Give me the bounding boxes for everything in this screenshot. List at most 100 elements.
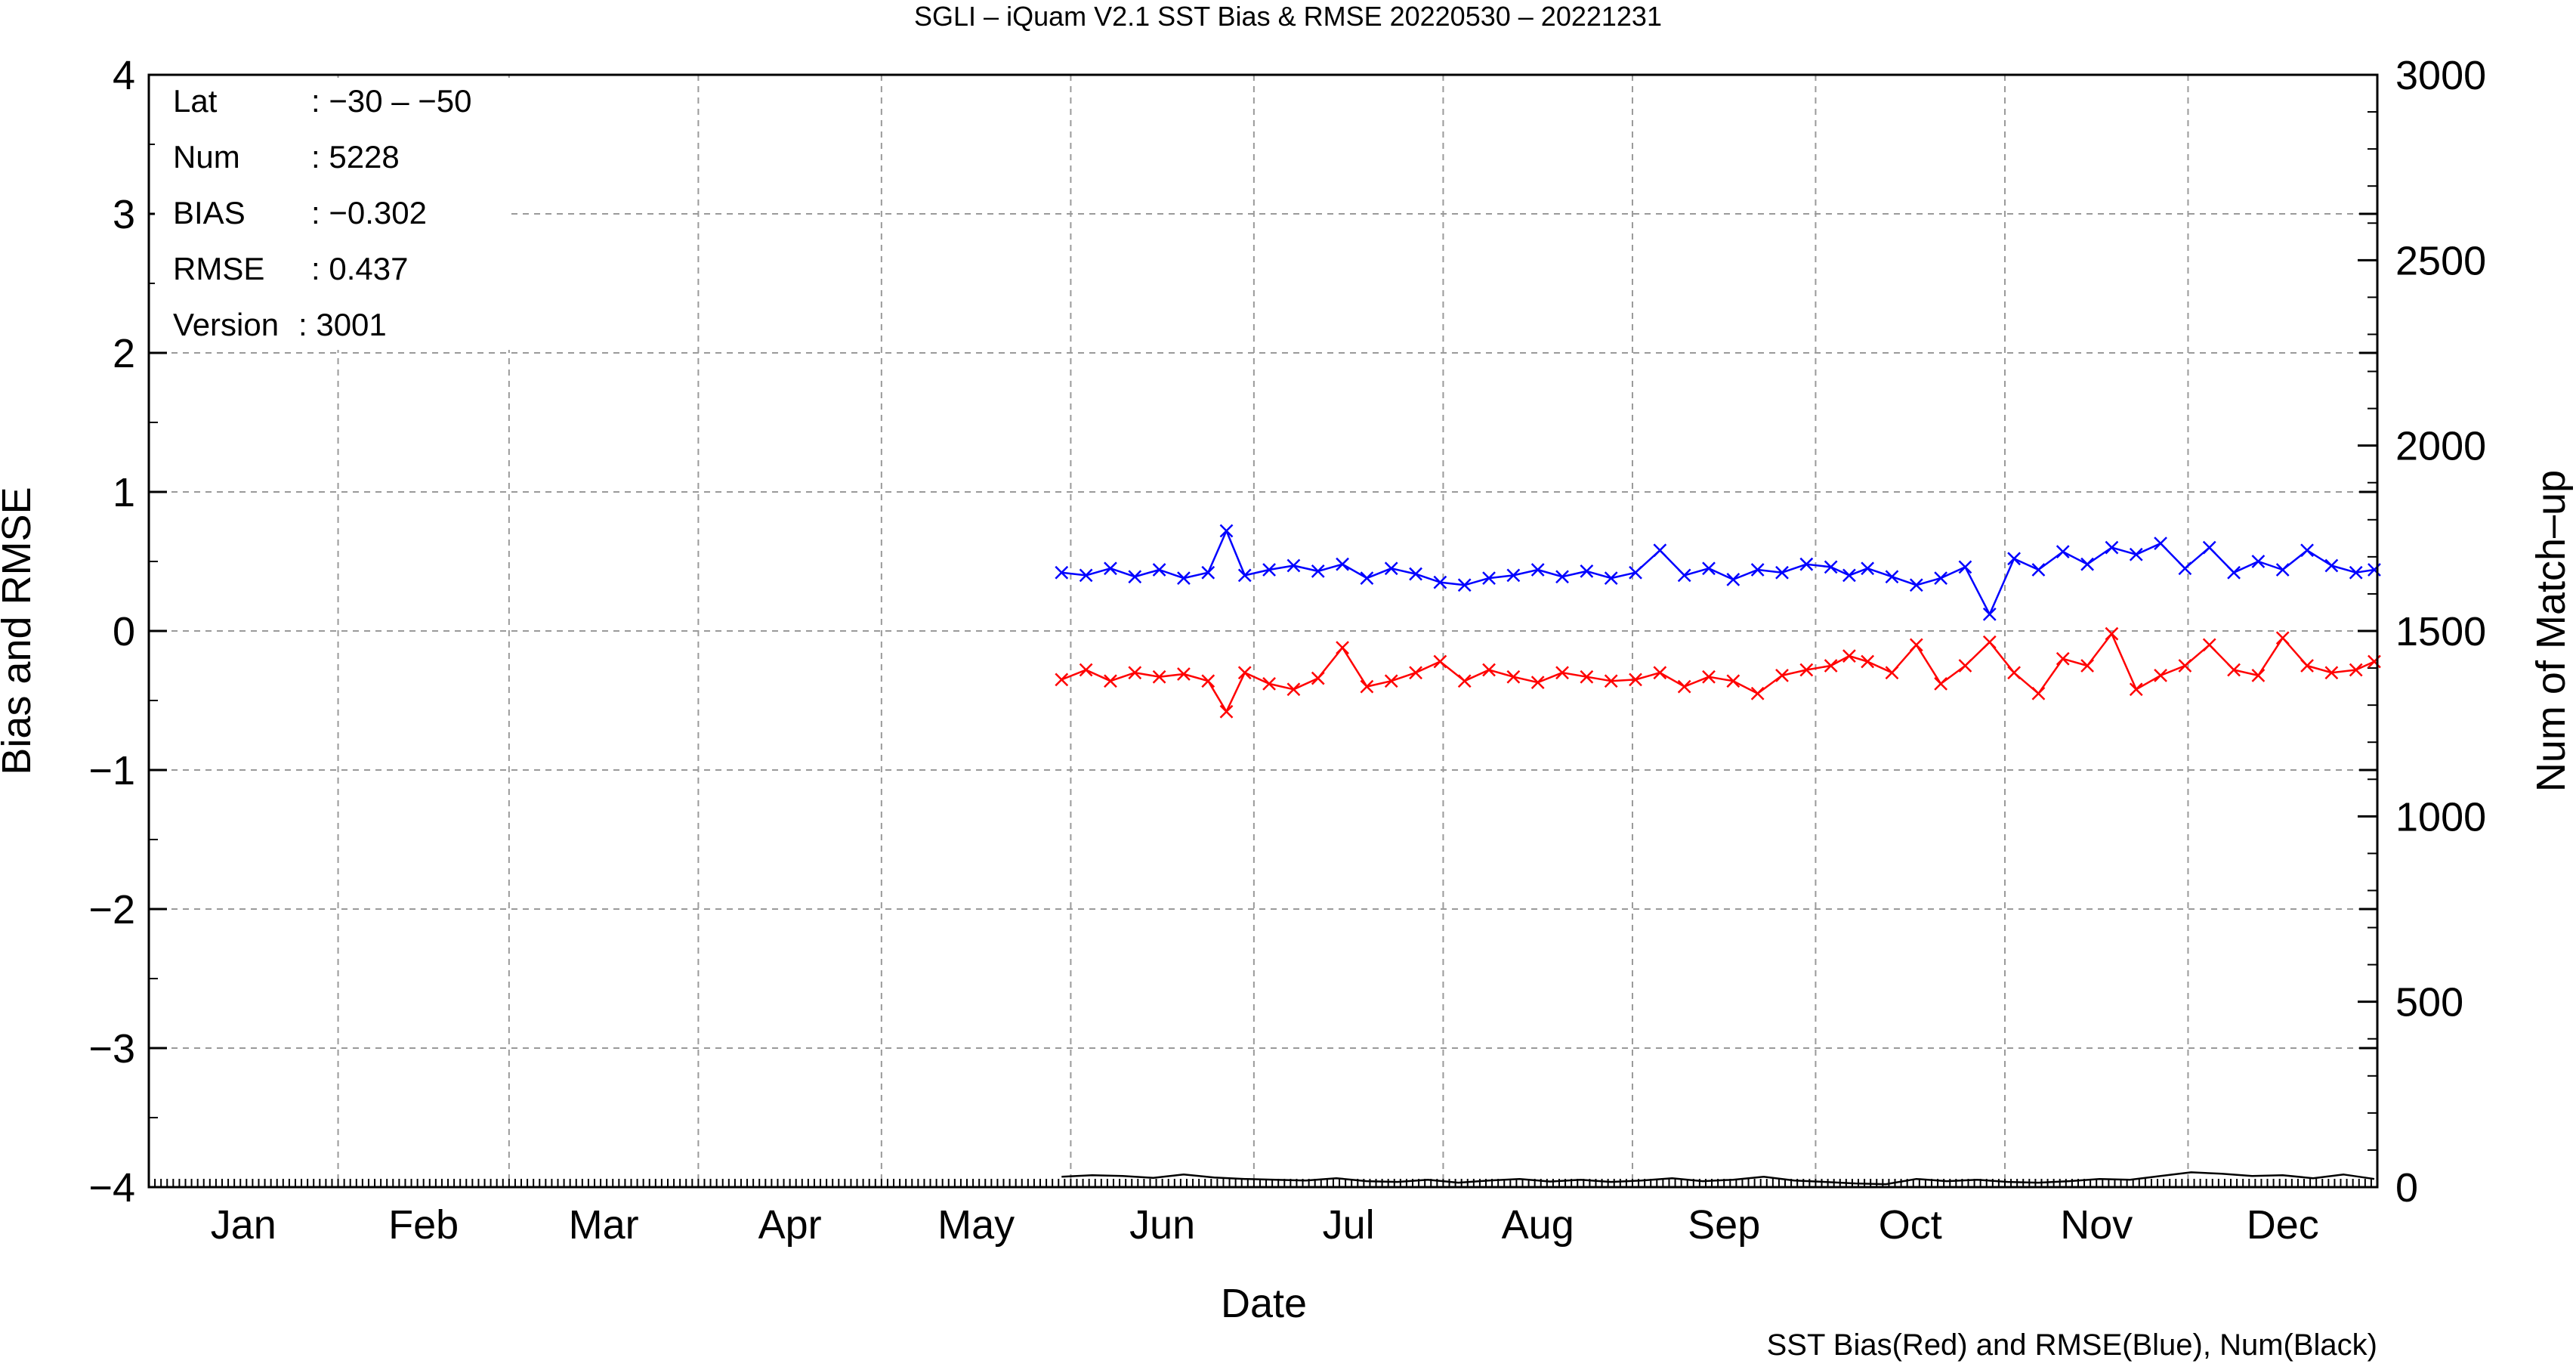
data-point-rmse xyxy=(2349,565,2363,580)
data-point-rmse xyxy=(2300,543,2314,558)
data-point-bias xyxy=(1750,686,1765,700)
info-box: Lat : −30 – −50 Num : 5228 BIAS : −0.302… xyxy=(173,83,472,342)
data-point-rmse xyxy=(2275,563,2290,577)
series-line-bias xyxy=(1061,632,2375,713)
data-point-rmse xyxy=(1177,571,1191,585)
data-point-rmse xyxy=(1861,561,1875,576)
data-point-bias xyxy=(1055,673,1069,687)
data-point-bias xyxy=(1604,674,1618,688)
data-point-rmse xyxy=(1775,565,1789,580)
data-point-rmse xyxy=(1750,563,1765,577)
x-tick-label: Jul xyxy=(1323,1202,1375,1248)
data-point-rmse xyxy=(2080,557,2094,571)
data-point-bias xyxy=(2349,663,2363,677)
data-point-rmse xyxy=(2202,540,2216,555)
y-tick-label: −3 xyxy=(88,1026,135,1072)
y-tick-label: 4 xyxy=(113,53,135,98)
series-layer xyxy=(1055,524,2381,1186)
data-point-rmse xyxy=(1384,561,1398,576)
y2-tick-label: 500 xyxy=(2395,980,2463,1025)
data-point-bias xyxy=(1702,670,1716,684)
x-tick-label: Mar xyxy=(569,1202,639,1248)
data-point-bias xyxy=(1677,679,1691,694)
data-point-rmse xyxy=(1336,557,1349,571)
data-point-rmse xyxy=(1824,560,1838,574)
y2-axis-ticks: 3000 2500 2000 1500 1000 500 0 xyxy=(2358,53,2486,1211)
data-point-rmse xyxy=(1433,575,1447,589)
data-point-bias xyxy=(1311,671,1325,685)
data-point-rmse xyxy=(1104,561,1117,576)
data-point-rmse xyxy=(1934,571,1948,585)
x-tick-label: Apr xyxy=(758,1202,822,1248)
y2-tick-label: 1000 xyxy=(2395,794,2486,840)
data-point-bias xyxy=(1336,641,1349,654)
data-point-bias xyxy=(1262,677,1276,691)
data-point-bias xyxy=(1909,638,1923,652)
x-tick-label: Feb xyxy=(388,1202,459,1248)
info-key-bias: BIAS xyxy=(173,195,246,230)
data-point-bias xyxy=(1482,663,1496,677)
data-point-bias xyxy=(1219,704,1234,719)
data-point-rmse xyxy=(1219,524,1234,538)
data-point-bias xyxy=(2251,668,2266,682)
data-point-rmse xyxy=(1152,563,1166,577)
y-tick-label: 2 xyxy=(113,331,135,376)
info-value-rmse: : 0.437 xyxy=(311,251,408,286)
data-point-bias xyxy=(2080,659,2094,673)
data-point-rmse xyxy=(2324,558,2339,573)
data-point-rmse xyxy=(1360,571,1374,585)
data-point-bias xyxy=(2154,668,2167,682)
data-point-bias xyxy=(2105,626,2119,641)
data-point-bias xyxy=(1958,659,1972,673)
info-key-lat: Lat xyxy=(173,83,218,119)
data-point-rmse xyxy=(1506,568,1521,583)
grid-lines xyxy=(149,75,2377,1187)
plot-frame xyxy=(147,73,2379,1189)
info-key-rmse: RMSE xyxy=(173,251,264,286)
data-point-rmse xyxy=(2129,547,2143,561)
data-point-rmse xyxy=(1702,561,1716,576)
data-point-bias xyxy=(1360,679,1374,694)
y2-tick-label: 2000 xyxy=(2395,424,2486,469)
info-box-background xyxy=(155,78,511,350)
data-point-rmse xyxy=(2105,540,2119,555)
data-point-rmse xyxy=(1629,565,1642,580)
data-point-bias xyxy=(2129,682,2143,697)
data-point-bias xyxy=(1799,663,1814,677)
data-point-bias xyxy=(1409,666,1422,680)
data-point-rmse xyxy=(1982,608,1997,621)
data-point-bias xyxy=(1457,674,1472,688)
data-point-bias xyxy=(1842,649,1856,663)
data-point-rmse xyxy=(1555,570,1569,584)
y-axis-label: Bias and RMSE xyxy=(0,487,39,775)
data-point-rmse xyxy=(1055,565,1069,580)
x-tick-label: May xyxy=(937,1202,1015,1248)
x-tick-label: Oct xyxy=(1879,1202,1942,1248)
y-tick-label: 0 xyxy=(113,609,135,654)
chart-title: SGLI – iQuam V2.1 SST Bias & RMSE 202205… xyxy=(914,1,1662,32)
y-tick-label: −1 xyxy=(88,748,135,793)
data-point-bias xyxy=(1152,670,1166,684)
data-point-bias xyxy=(2031,686,2046,700)
x-tick-label: Jan xyxy=(211,1202,276,1248)
y-tick-label: 3 xyxy=(113,192,135,237)
data-point-bias xyxy=(1934,677,1948,691)
data-point-rmse xyxy=(1842,568,1856,583)
data-point-bias xyxy=(2178,659,2192,673)
data-point-rmse xyxy=(1079,568,1093,583)
series-num xyxy=(1061,1171,2375,1186)
data-point-bias xyxy=(1237,666,1252,680)
y2-tick-label: 1500 xyxy=(2395,609,2486,654)
data-point-bias xyxy=(1177,667,1191,681)
data-point-bias xyxy=(1104,674,1117,688)
data-point-rmse xyxy=(2251,555,2266,568)
data-point-bias xyxy=(1201,674,1215,688)
data-point-bias xyxy=(1128,666,1142,680)
data-point-bias xyxy=(1982,635,1997,649)
data-point-bias xyxy=(1861,654,1875,669)
info-key-num: Num xyxy=(173,139,240,175)
x-tick-label: Aug xyxy=(1502,1202,1574,1248)
series-rmse xyxy=(1055,524,2381,621)
data-point-rmse xyxy=(1530,563,1545,577)
